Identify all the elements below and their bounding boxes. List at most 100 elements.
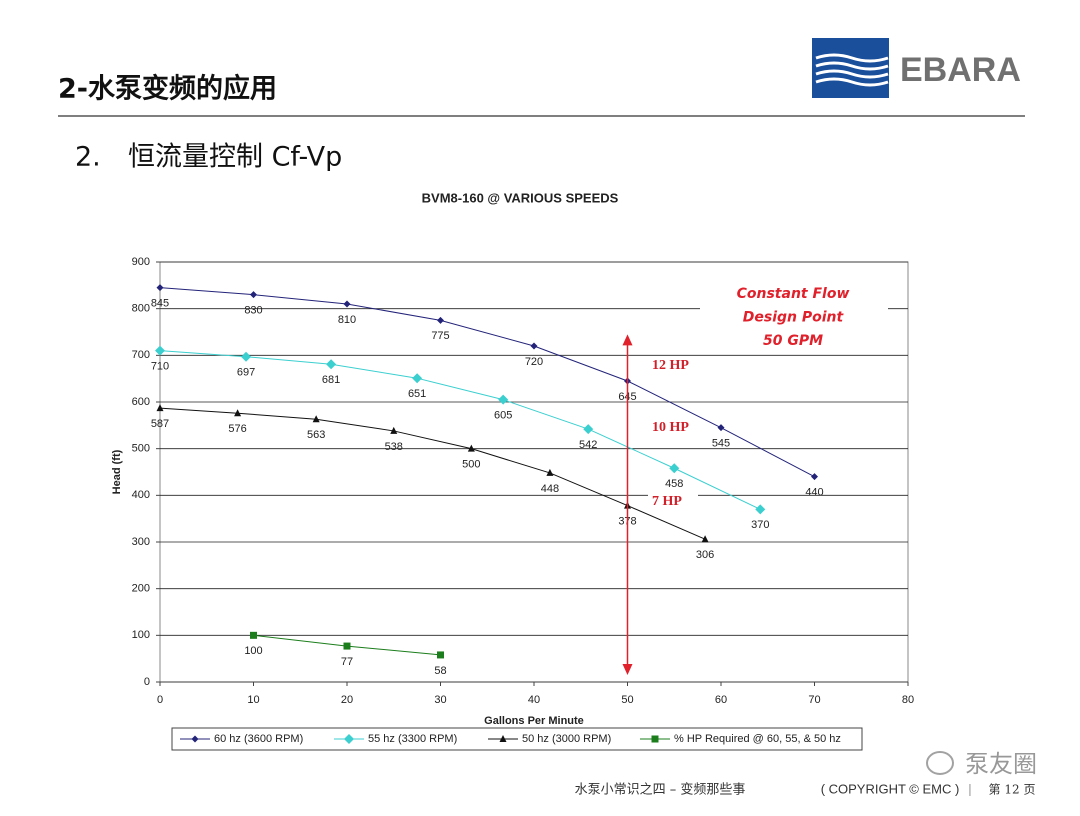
legend-marker bbox=[191, 735, 199, 743]
hp-label-bg bbox=[648, 357, 698, 375]
data-label: 830 bbox=[244, 305, 262, 317]
point bbox=[343, 300, 351, 308]
logo: EBARA bbox=[812, 38, 1021, 98]
slide-title: 2-水泵变频的应用 bbox=[58, 73, 277, 105]
point bbox=[412, 373, 423, 384]
legend-marker bbox=[344, 734, 354, 744]
data-label: 563 bbox=[307, 429, 325, 441]
y-tick-label: 300 bbox=[132, 536, 150, 548]
legend-marker bbox=[651, 735, 659, 743]
data-label: 605 bbox=[494, 410, 512, 422]
hp-label-bg bbox=[648, 419, 698, 437]
point bbox=[156, 404, 164, 412]
data-label: 710 bbox=[151, 361, 169, 373]
point bbox=[390, 426, 398, 434]
y-axis-label: Head (ft) bbox=[111, 449, 123, 494]
watermark: 泵友圈 bbox=[926, 750, 1037, 778]
series-line bbox=[159, 407, 706, 540]
x-tick-label: 30 bbox=[434, 694, 446, 706]
data-label: 697 bbox=[237, 367, 255, 379]
point bbox=[241, 351, 252, 362]
annotation-bg bbox=[700, 280, 888, 352]
data-label: 587 bbox=[151, 418, 169, 430]
data-label: 500 bbox=[462, 459, 480, 471]
subtitle-number: 2. bbox=[75, 142, 101, 173]
y-tick-label: 200 bbox=[132, 583, 150, 595]
y-tick-label: 600 bbox=[132, 396, 150, 408]
data-label: 651 bbox=[408, 388, 426, 400]
legend-label: % HP Required @ 60, 55, & 50 hz bbox=[674, 733, 841, 745]
point bbox=[437, 316, 444, 324]
data-label: 576 bbox=[228, 423, 246, 435]
legend-label: 55 hz (3300 RPM) bbox=[368, 733, 457, 745]
point bbox=[811, 473, 818, 481]
point bbox=[701, 535, 709, 543]
y-tick-label: 800 bbox=[132, 303, 150, 315]
point bbox=[755, 504, 766, 515]
data-label: 100 bbox=[244, 645, 262, 657]
legend: 60 hz (3600 RPM) 55 hz (3300 RPM) 50 hz (3… bbox=[171, 727, 863, 751]
footer-copyright: ( COPYRIGHT © EMC ) bbox=[821, 781, 960, 796]
x-tick-label: 60 bbox=[715, 694, 727, 706]
point bbox=[437, 651, 444, 659]
point bbox=[343, 642, 351, 650]
x-tick-label: 0 bbox=[157, 694, 163, 706]
data-label: 306 bbox=[696, 549, 714, 561]
point bbox=[530, 342, 538, 350]
data-label: 681 bbox=[322, 374, 340, 386]
point bbox=[250, 631, 257, 639]
watermark-text: 泵友圈 bbox=[965, 750, 1037, 778]
hp-label: 12 HP bbox=[652, 358, 689, 373]
data-label: 440 bbox=[805, 487, 823, 499]
design-point-text: Constant Flow bbox=[737, 286, 850, 302]
data-label: 370 bbox=[751, 519, 769, 531]
point bbox=[312, 415, 320, 423]
point bbox=[583, 424, 594, 435]
footer-separator: | bbox=[968, 781, 971, 796]
data-label: 448 bbox=[541, 483, 559, 495]
x-tick-label: 80 bbox=[902, 694, 914, 706]
hp-label: 7 HP bbox=[652, 494, 682, 509]
data-label: 775 bbox=[431, 330, 449, 342]
point bbox=[546, 468, 554, 476]
point bbox=[156, 284, 164, 292]
y-tick-label: 900 bbox=[132, 256, 150, 268]
legend-label: 60 hz (3600 RPM) bbox=[214, 733, 303, 745]
y-tick-label: 0 bbox=[144, 676, 150, 688]
y-tick-label: 500 bbox=[132, 443, 150, 455]
y-tick-label: 100 bbox=[132, 629, 150, 641]
footer-page: 第 12 页 bbox=[989, 783, 1036, 797]
data-label: 458 bbox=[665, 478, 683, 490]
legend-marker bbox=[499, 735, 507, 742]
chart-title: BVM8-160 @ VARIOUS SPEEDS bbox=[422, 190, 619, 205]
design-point-text: Design Point bbox=[743, 310, 845, 326]
data-label: 538 bbox=[385, 441, 403, 453]
legend-label: 50 hz (3000 RPM) bbox=[522, 733, 611, 745]
x-tick-label: 50 bbox=[621, 694, 633, 706]
point bbox=[467, 444, 475, 452]
x-axis-label: Gallons Per Minute bbox=[484, 715, 584, 727]
point bbox=[326, 359, 337, 370]
hp-label: 10 HP bbox=[652, 420, 689, 435]
logo-waves bbox=[815, 53, 889, 87]
data-label: 720 bbox=[525, 356, 543, 368]
point bbox=[669, 463, 680, 474]
subtitle: 恒流量控制 Cf-Vp bbox=[128, 142, 342, 173]
y-tick-label: 400 bbox=[132, 489, 150, 501]
arrow-head bbox=[622, 664, 633, 675]
y-tick-label: 700 bbox=[132, 349, 150, 361]
footer-topic: 水泵小常识之四 – 变频那些事 bbox=[575, 782, 746, 798]
point bbox=[717, 424, 725, 432]
data-label: 810 bbox=[338, 314, 356, 326]
series-line bbox=[159, 287, 815, 478]
point bbox=[234, 409, 242, 417]
design-point-text: 50 GPM bbox=[763, 333, 823, 349]
data-label: 845 bbox=[151, 298, 169, 310]
logo-text: EBARA bbox=[900, 51, 1021, 89]
point bbox=[250, 291, 257, 299]
x-tick-label: 20 bbox=[341, 694, 353, 706]
arrow-head bbox=[622, 334, 633, 346]
data-label: 542 bbox=[579, 439, 597, 451]
x-tick-label: 40 bbox=[528, 694, 540, 706]
watermark-icon bbox=[926, 751, 954, 775]
